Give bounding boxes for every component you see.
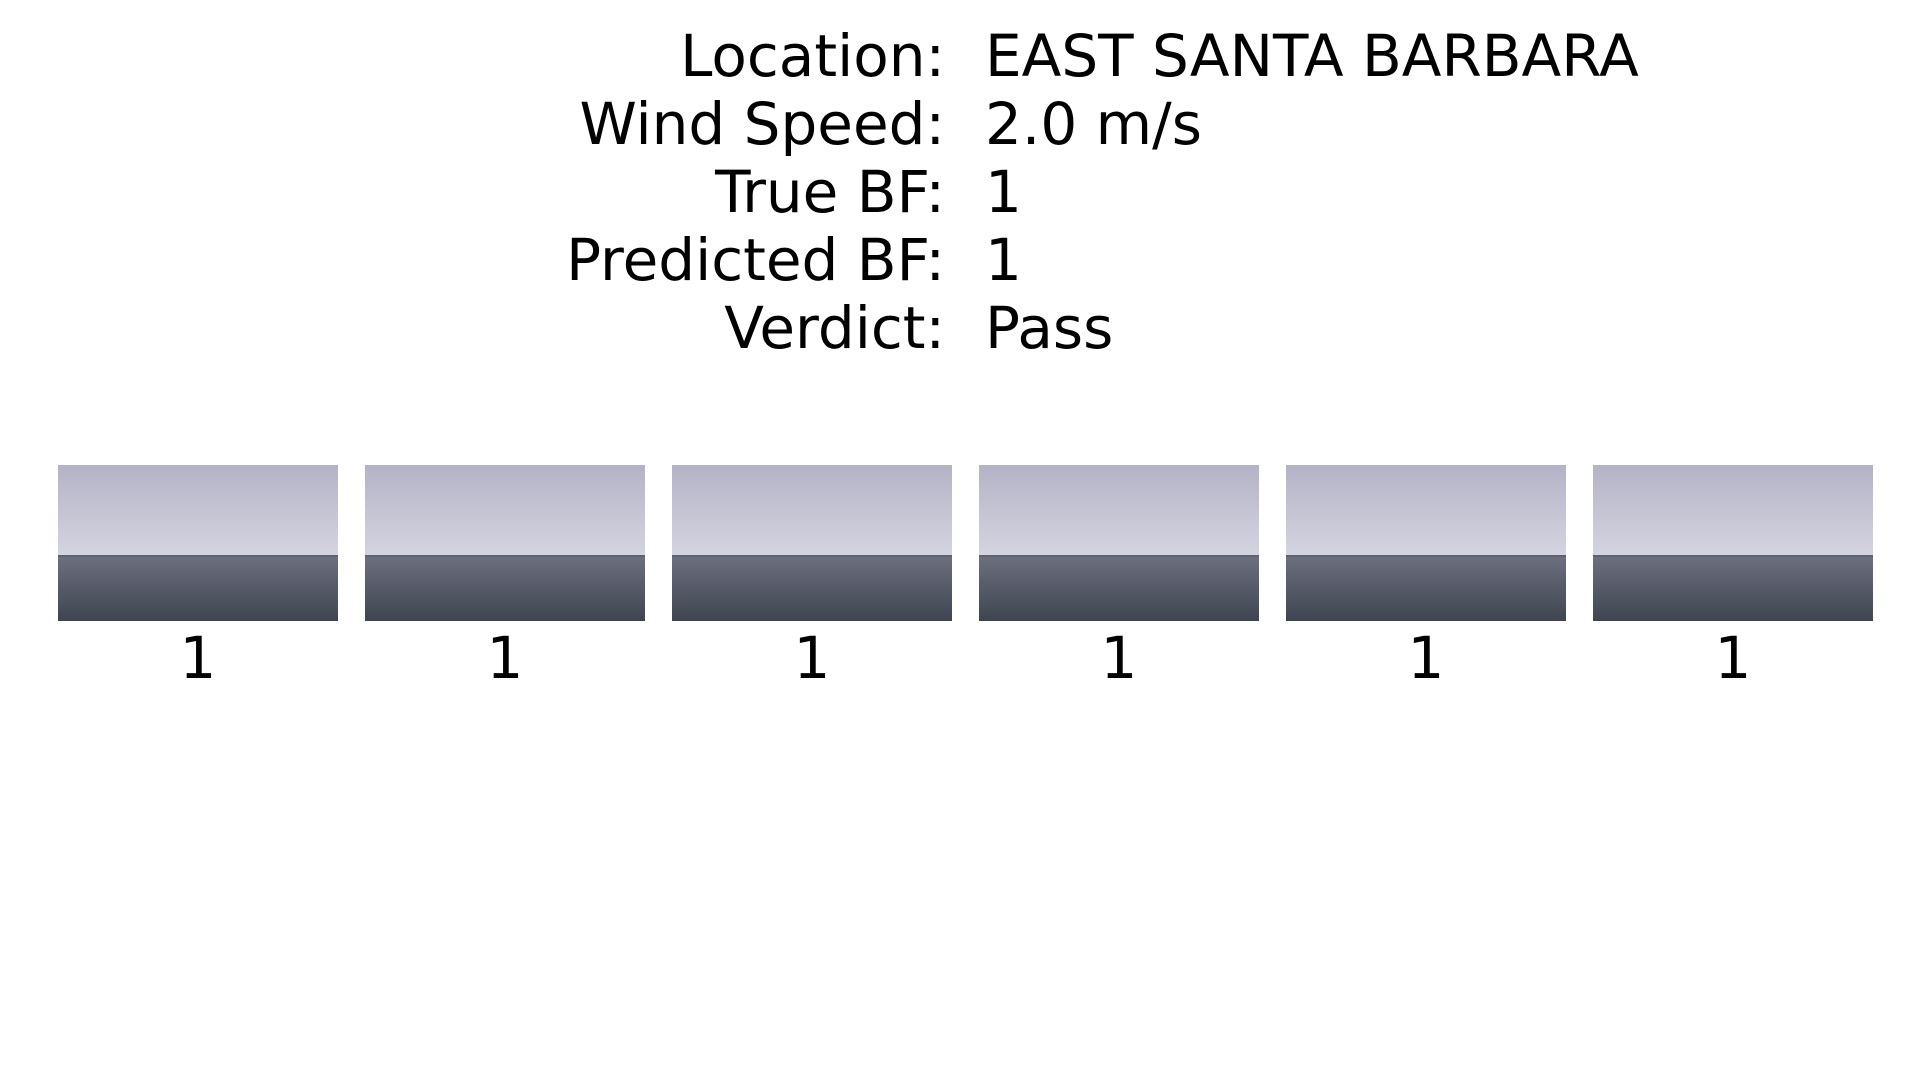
info-panel: Location: EAST SANTA BARBARA Wind Speed:… (0, 22, 1920, 362)
sea-region (1593, 555, 1873, 621)
info-row-predicted-bf: Predicted BF: 1 (0, 226, 1920, 294)
horizon-line (1286, 555, 1566, 558)
thumbnail-3: 1 (672, 465, 952, 693)
thumbnail-6: 1 (1593, 465, 1873, 693)
sea-region (58, 555, 338, 621)
thumbnail-5: 1 (1286, 465, 1566, 693)
horizon-line (365, 555, 645, 558)
location-value: EAST SANTA BARBARA (985, 22, 1639, 90)
info-row-true-bf: True BF: 1 (0, 158, 1920, 226)
info-row-wind-speed: Wind Speed: 2.0 m/s (0, 90, 1920, 158)
info-row-verdict: Verdict: Pass (0, 294, 1920, 362)
verdict-label: Verdict: (724, 294, 945, 362)
horizon-line (1593, 555, 1873, 558)
thumbnail-strip: 1 1 1 1 1 (0, 465, 1920, 695)
wind-speed-value: 2.0 m/s (985, 90, 1202, 158)
sea-region (365, 555, 645, 621)
info-row-location: Location: EAST SANTA BARBARA (0, 22, 1920, 90)
sky-region (1593, 465, 1873, 556)
sky-region (365, 465, 645, 556)
sea-region (672, 555, 952, 621)
sea-region (1286, 555, 1566, 621)
horizon-line (58, 555, 338, 558)
sky-region (58, 465, 338, 556)
true-bf-label: True BF: (715, 158, 945, 226)
thumbnail-caption: 1 (793, 624, 831, 692)
predicted-bf-label: Predicted BF: (566, 226, 945, 294)
sea-photo (672, 465, 952, 621)
thumbnail-caption: 1 (1407, 624, 1445, 692)
predicted-bf-value: 1 (985, 226, 1022, 294)
sky-region (672, 465, 952, 556)
true-bf-value: 1 (985, 158, 1022, 226)
thumbnail-caption: 1 (486, 624, 524, 692)
sea-region (979, 555, 1259, 621)
thumbnail-1: 1 (58, 465, 338, 693)
thumbnail-caption: 1 (1100, 624, 1138, 692)
horizon-line (979, 555, 1259, 558)
horizon-line (672, 555, 952, 558)
sky-region (1286, 465, 1566, 556)
thumbnail-2: 1 (365, 465, 645, 693)
thumbnail-caption: 1 (179, 624, 217, 692)
location-label: Location: (680, 22, 945, 90)
sea-photo (58, 465, 338, 621)
sea-photo (979, 465, 1259, 621)
sea-photo (365, 465, 645, 621)
thumbnail-caption: 1 (1714, 624, 1752, 692)
sea-photo (1286, 465, 1566, 621)
wind-speed-label: Wind Speed: (579, 90, 945, 158)
sea-photo (1593, 465, 1873, 621)
sky-region (979, 465, 1259, 556)
thumbnail-4: 1 (979, 465, 1259, 693)
verdict-value: Pass (985, 294, 1114, 362)
